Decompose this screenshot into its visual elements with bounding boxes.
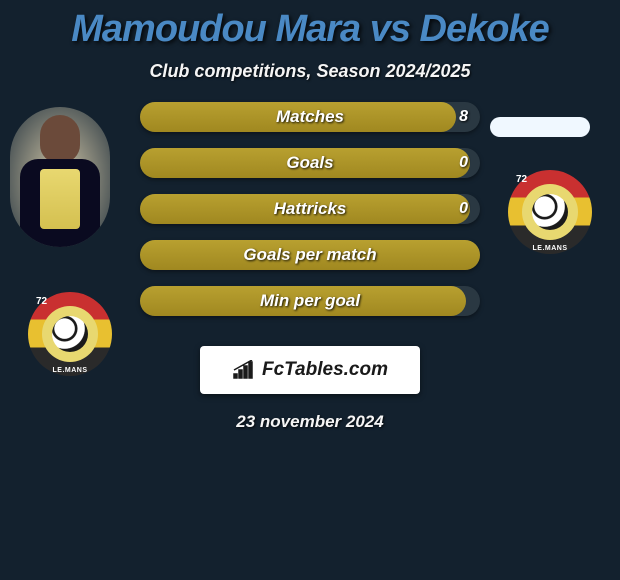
stat-row-matches: Matches 8	[140, 102, 480, 132]
stat-label: Goals	[140, 153, 480, 173]
stat-label: Matches	[140, 107, 480, 127]
club-badge-right: 72 LE.MANS	[508, 170, 592, 254]
comparison-panel: 72 LE.MANS 72 LE.MANS Matches 8 Goals 0 …	[0, 102, 620, 432]
stat-label: Min per goal	[140, 291, 480, 311]
brand-text: FcTables.com	[262, 359, 388, 381]
page-title: Mamoudou Mara vs Dekoke	[0, 0, 620, 51]
stat-row-goals: Goals 0	[140, 148, 480, 178]
stat-row-hattricks: Hattricks 0	[140, 194, 480, 224]
chart-up-icon	[232, 360, 258, 380]
date-text: 23 november 2024	[0, 412, 620, 432]
subtitle: Club competitions, Season 2024/2025	[0, 61, 620, 82]
player-1-photo	[10, 107, 110, 247]
football-icon	[532, 194, 568, 230]
club-badge-left: 72 LE.MANS	[28, 292, 112, 376]
stat-row-mpg: Min per goal	[140, 286, 480, 316]
stat-value: 0	[459, 200, 468, 218]
player-2-photo	[490, 117, 590, 137]
stat-value: 8	[459, 108, 468, 126]
brand-badge[interactable]: FcTables.com	[200, 346, 420, 394]
stat-row-gpm: Goals per match	[140, 240, 480, 270]
stat-label: Goals per match	[140, 245, 480, 265]
stat-bars: Matches 8 Goals 0 Hattricks 0 Goals per …	[140, 102, 480, 316]
stat-value: 0	[459, 154, 468, 172]
football-icon	[52, 316, 88, 352]
stat-label: Hattricks	[140, 199, 480, 219]
